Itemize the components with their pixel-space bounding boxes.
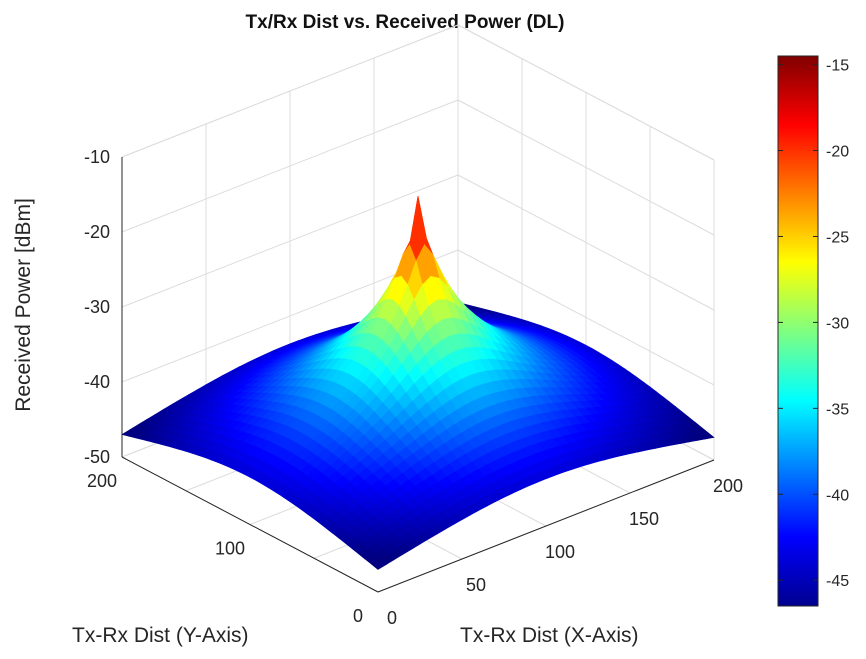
x-tick-label: 50 xyxy=(466,575,486,595)
x-axis-label: Tx-Rx Dist (X-Axis) xyxy=(460,624,638,647)
surface-plot xyxy=(121,195,715,570)
colorbar xyxy=(777,55,819,607)
colorbar-tick-label: -35 xyxy=(826,401,849,418)
z-tick-label: -50 xyxy=(84,447,110,467)
x-tick-label: 200 xyxy=(713,476,743,496)
z-tick-label: -20 xyxy=(84,222,110,242)
y-tick-label: 100 xyxy=(215,539,245,559)
z-tick-label: -40 xyxy=(84,372,110,392)
x-tick-label: 150 xyxy=(629,509,659,529)
x-tick-label: 100 xyxy=(545,542,575,562)
surface-patch xyxy=(371,558,387,570)
z-axis-label: Received Power [dBm] xyxy=(12,198,35,412)
colorbar-tick-label: -25 xyxy=(826,229,849,246)
y-tick-label: 200 xyxy=(87,471,117,491)
colorbar-tick-label: -20 xyxy=(826,144,849,161)
colorbar-tick-label: -45 xyxy=(826,573,849,590)
y-tick-label: 0 xyxy=(353,606,363,626)
colorbar-tick-label: -30 xyxy=(826,315,849,332)
colorbar-ticks: -45 -40 -35 -30 -25 -20 -15 xyxy=(778,58,849,590)
z-tick-label: -30 xyxy=(84,297,110,317)
y-axis-label: Tx-Rx Dist (Y-Axis) xyxy=(72,624,249,647)
x-tick-label: 0 xyxy=(387,608,397,628)
colorbar-tick-label: -40 xyxy=(826,487,849,504)
colorbar-tick-label: -15 xyxy=(826,58,849,75)
z-tick-label: -10 xyxy=(84,147,110,167)
chart-title: Tx/Rx Dist vs. Received Power (DL) xyxy=(246,12,565,33)
axes xyxy=(121,157,715,593)
tick-labels: -50 -40 -30 -20 -10 0 50 100 150 200 0 100 200 xyxy=(84,147,743,628)
